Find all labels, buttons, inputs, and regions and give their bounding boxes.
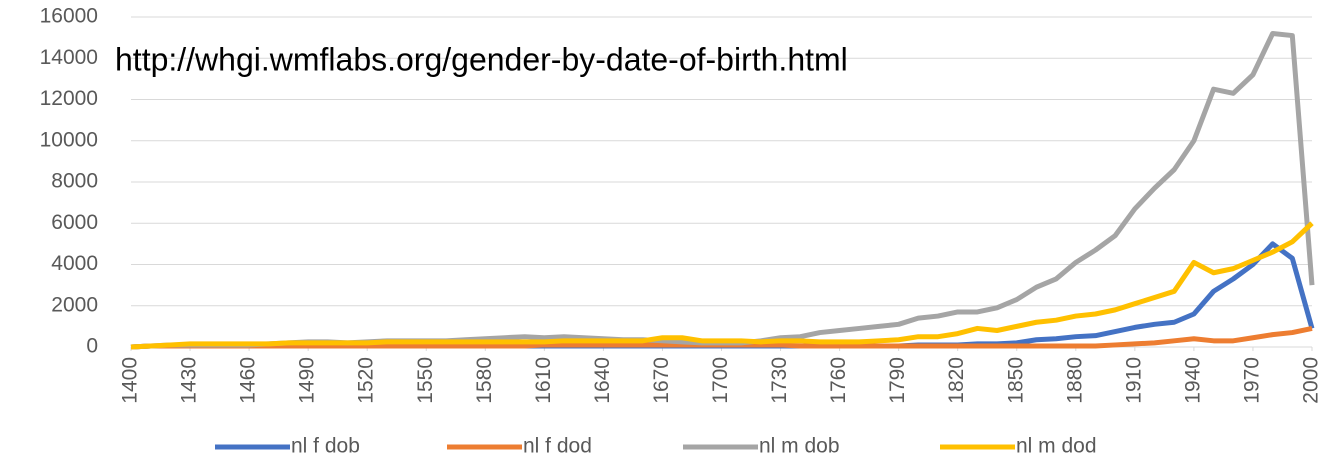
x-tick-label: 1700 — [709, 357, 732, 404]
y-tick-label: 16000 — [40, 5, 98, 28]
y-tick-label: 6000 — [51, 211, 98, 234]
annotation: http://whgi.wmflabs.org/gender-by-date-o… — [115, 41, 848, 77]
y-tick-label: 10000 — [40, 128, 98, 151]
x-tick-label: 1490 — [296, 357, 319, 404]
y-tick-label: 2000 — [51, 293, 98, 316]
x-tick-label: 1910 — [1122, 357, 1145, 404]
series-line — [130, 241, 1315, 350]
x-tick-label: 1550 — [414, 357, 437, 404]
x-tick-label: 1880 — [1063, 357, 1086, 404]
x-tick-label: 1790 — [886, 357, 909, 404]
y-tick-label: 4000 — [51, 252, 98, 275]
y-tick-label: 8000 — [51, 170, 98, 193]
x-tick-label: 1760 — [827, 357, 850, 404]
plot: 0 2000 4000 6000 8000 10000 12000 14000 16000 140… — [40, 5, 1323, 458]
y-tick-label: 0 — [86, 335, 98, 358]
x-tick-label: 1970 — [1240, 357, 1263, 404]
x-tick-label: 1670 — [650, 357, 673, 404]
series-line — [130, 221, 1314, 350]
x-tick-label: 1820 — [945, 357, 968, 404]
x-tick-label: 1610 — [532, 357, 555, 404]
x-tick-label: 1940 — [1181, 357, 1204, 404]
legend-label: nl m dob — [759, 435, 840, 458]
x-tick-label: 1430 — [178, 357, 201, 404]
x-tick-label: 1580 — [473, 357, 496, 404]
y-tick-label: 12000 — [40, 87, 98, 110]
x-tick-label: 1400 — [119, 357, 142, 404]
x-tick-label: 2000 — [1300, 357, 1323, 404]
legend-label: nl m dod — [1016, 435, 1097, 458]
x-tick-label: 1520 — [355, 357, 378, 404]
y-tick-label: 14000 — [40, 46, 98, 69]
x-tick-label: 1640 — [591, 357, 614, 404]
x-tick-label: 1460 — [237, 357, 260, 404]
x-tick-label: 1730 — [768, 357, 791, 404]
series-line — [130, 31, 1315, 350]
legend-label: nl f dod — [523, 435, 592, 458]
x-tick-label: 1850 — [1004, 357, 1027, 404]
legend-label: nl f dob — [291, 435, 360, 458]
